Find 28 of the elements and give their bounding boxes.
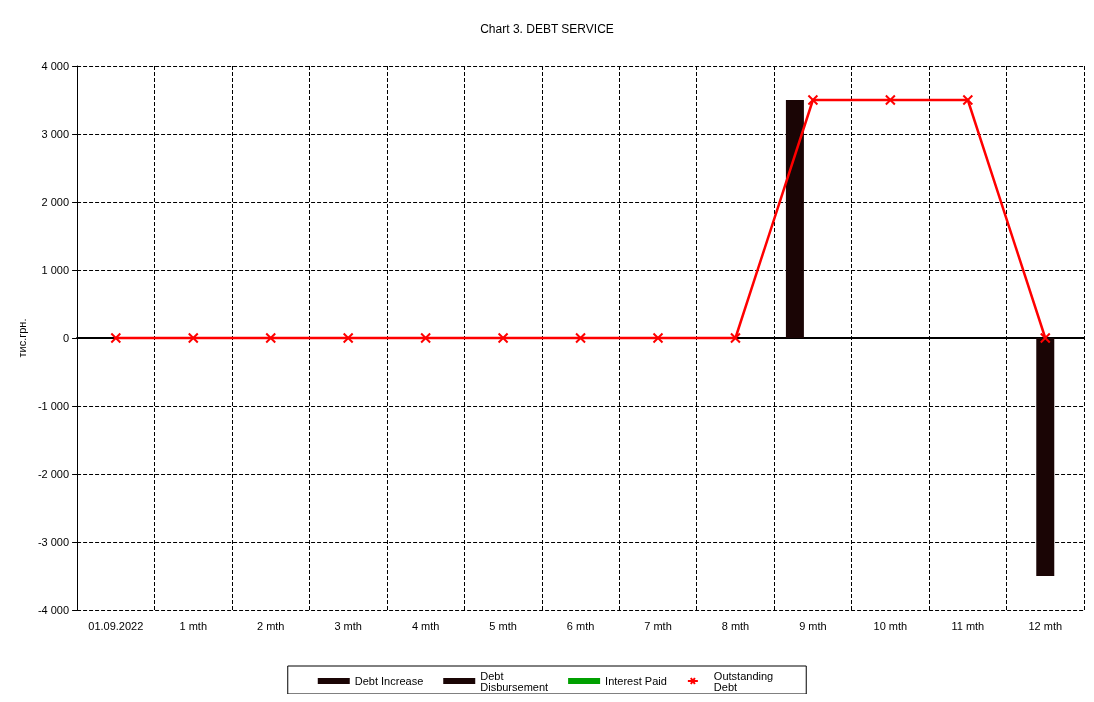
y-tick-label: 2 000: [41, 196, 70, 208]
legend-label: Outstanding Debt: [713, 669, 777, 693]
legend-label: Interest Paid: [605, 675, 667, 687]
x-tick-label: 3 mth: [334, 619, 362, 632]
x-tick-label: 8 mth: [721, 619, 750, 632]
x-tick-label: 11 mth: [951, 619, 985, 632]
y-tick-label: -4 000: [37, 604, 70, 616]
x-tick-label: 2 mth: [256, 619, 285, 632]
legend-label: Debt Increase: [354, 675, 424, 687]
x-tick-label: 6 mth: [566, 619, 595, 632]
x-tick-label: 4 mth: [411, 619, 440, 632]
y-tick-label: 3 000: [41, 128, 70, 140]
y-tick-label: 4 000: [41, 60, 70, 72]
y-tick-label: -2 000: [37, 468, 70, 480]
x-tick-label: 10 mth: [873, 619, 908, 632]
x-tick-label: 7 mth: [644, 619, 672, 632]
y-tick-label: -1 000: [37, 400, 70, 412]
x-tick-label: 9 mth: [799, 619, 827, 632]
x-tick-label: 01.09.2022: [88, 619, 144, 632]
legend-label: Debt Disbursement: [480, 669, 549, 693]
x-tick-label: 1 mth: [179, 619, 208, 632]
y-tick-label: 1 000: [41, 264, 70, 276]
x-tick-label: 12 mth: [1028, 619, 1063, 632]
y-axis-title: тис.грн.: [15, 318, 28, 358]
chart-title: Chart 3. DEBT SERVICE: [480, 22, 614, 36]
y-tick-label: -3 000: [37, 536, 70, 548]
x-tick-label: 5 mth: [489, 619, 517, 632]
y-tick-label: 0: [62, 332, 70, 344]
